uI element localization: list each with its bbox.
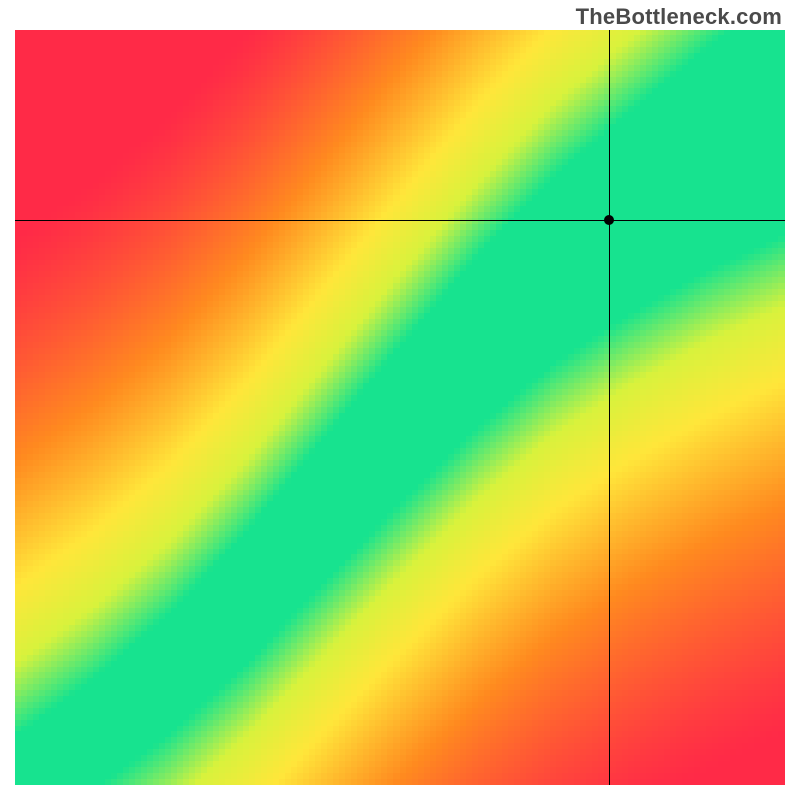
bottleneck-heatmap (15, 30, 785, 785)
root: TheBottleneck.com (0, 0, 800, 800)
heatmap-canvas (15, 30, 785, 785)
crosshair-point (604, 215, 614, 225)
crosshair-horizontal (15, 220, 785, 221)
watermark-text: TheBottleneck.com (576, 4, 782, 30)
crosshair-vertical (609, 30, 610, 785)
